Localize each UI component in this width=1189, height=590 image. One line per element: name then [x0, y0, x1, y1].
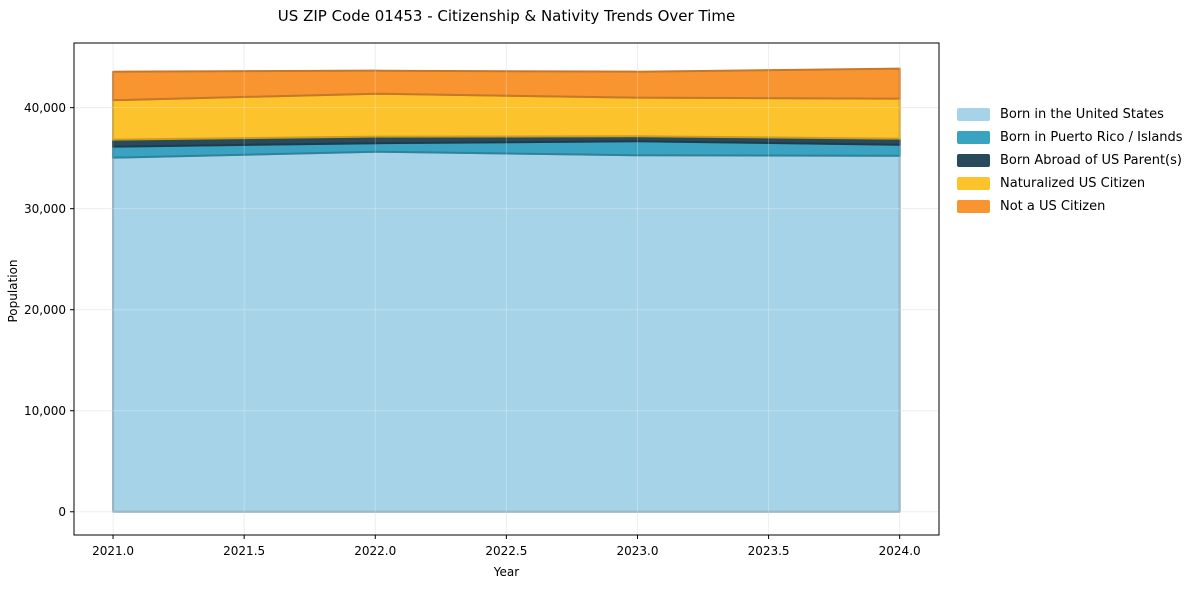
legend-item-born-in-puerto-rico-islands: Born in Puerto Rico / Islands — [957, 126, 1183, 149]
area-not-a-us-citizen — [112, 67, 901, 102]
chart-title: US ZIP Code 01453 - Citizenship & Nativi… — [277, 7, 736, 25]
tick-marks — [70, 107, 901, 539]
legend-item-naturalized-us-citizen: Naturalized US Citizen — [957, 172, 1183, 195]
legend-item-born-abroad-of-us-parent-s: Born Abroad of US Parent(s) — [957, 149, 1183, 172]
y-tick-label: 0 — [58, 504, 66, 519]
x-tick-label: 2022.0 — [354, 544, 397, 558]
legend-item-born-in-the-united-states: Born in the United States — [957, 103, 1183, 126]
legend-swatch — [957, 154, 990, 167]
gridlines-over — [74, 43, 939, 535]
legend-swatch — [957, 131, 990, 144]
y-tick-label: 10,000 — [24, 403, 66, 418]
legend-label: Born in the United States — [1000, 107, 1164, 122]
y-tick-label: 20,000 — [24, 302, 66, 317]
y-tick-label: 40,000 — [24, 100, 66, 115]
chart-legend: Born in the United States Born in Puerto … — [957, 103, 1183, 218]
legend-label: Born Abroad of US Parent(s) — [1000, 153, 1182, 168]
x-axis-label: Year — [493, 565, 520, 579]
legend-label: Born in Puerto Rico / Islands — [1000, 130, 1183, 145]
legend-swatch — [957, 200, 990, 213]
legend-label: Naturalized US Citizen — [1000, 176, 1146, 191]
x-tick-label: 2024.0 — [878, 544, 921, 558]
y-tick-label: 30,000 — [24, 201, 66, 216]
stacked-areas — [112, 67, 901, 513]
legend-swatch — [957, 108, 990, 121]
x-tick-label: 2023.0 — [616, 544, 659, 558]
legend-item-not-a-us-citizen: Not a US Citizen — [957, 195, 1183, 218]
legend-label: Not a US Citizen — [1000, 199, 1106, 214]
x-tick-label: 2022.5 — [485, 544, 528, 558]
legend-swatch — [957, 177, 990, 190]
x-tick-label: 2021.0 — [92, 544, 135, 558]
x-tick-label: 2021.5 — [223, 544, 266, 558]
x-tick-label: 2023.5 — [747, 544, 790, 558]
y-axis-label: Population — [6, 259, 20, 323]
